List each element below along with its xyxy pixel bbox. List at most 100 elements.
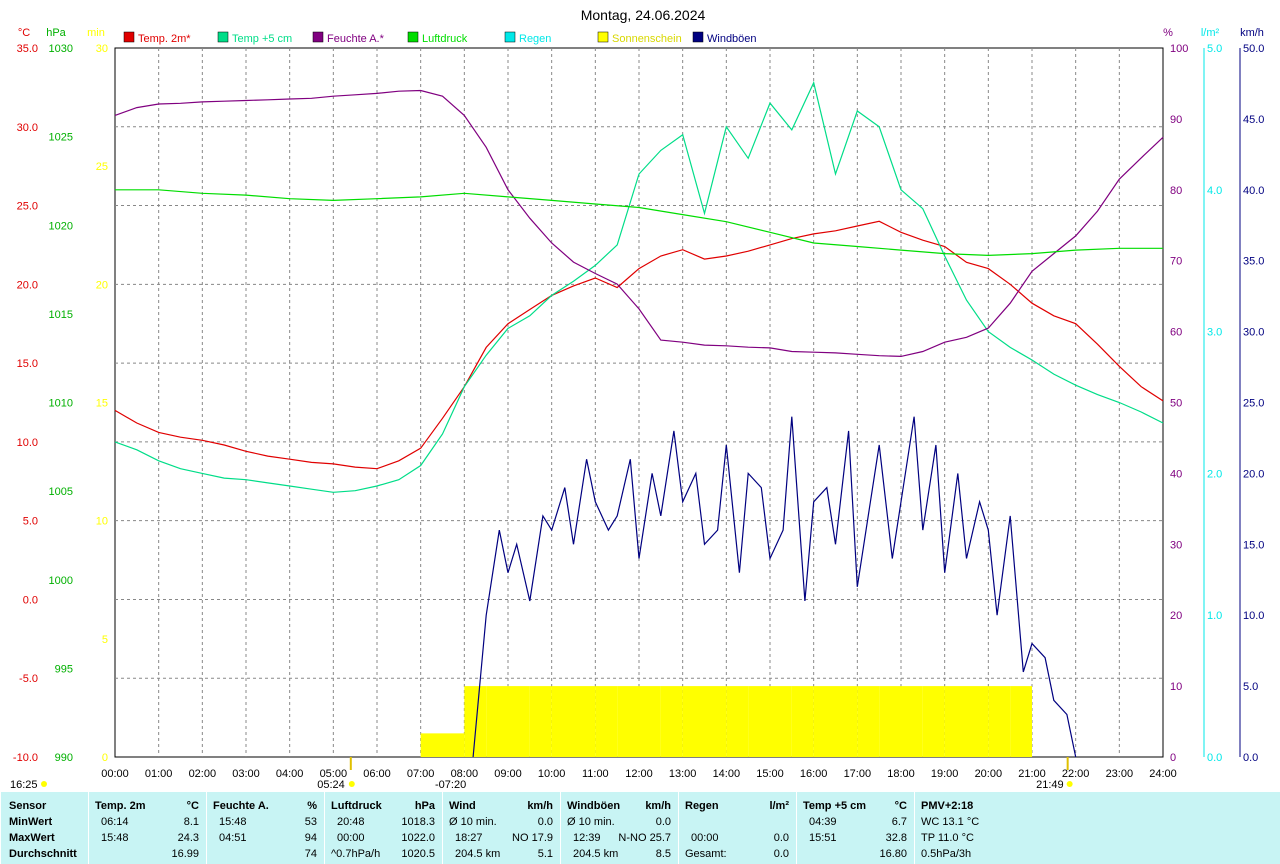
sunshine-bar (639, 686, 661, 757)
luftdruck-unit: hPa (414, 800, 435, 812)
legend-swatch (597, 31, 609, 43)
windboeen-r3-dist: 204.5 km (573, 848, 619, 860)
sunshine-bar (748, 686, 770, 757)
luftdruck-header: Luftdruck (331, 800, 382, 812)
wind-tick-label: 45.0 (1243, 114, 1264, 126)
temp-tick-label: 0.0 (23, 594, 38, 606)
pressure-tick-label: 995 (55, 663, 73, 675)
windboeen-r3-val: 8.5 (655, 848, 671, 860)
sunshine-tick-label: 0 (102, 752, 108, 764)
sunset-icon (1066, 781, 1073, 787)
summary-col-sensor: Sensor MinWert MaxWert Durchschnitt (0, 792, 89, 864)
temp-tick-label: -5.0 (19, 673, 38, 685)
series-line-feuchte-a- (114, 89, 1164, 358)
sunshine-bar (420, 733, 443, 757)
sunshine-bar (901, 686, 923, 757)
sunshine-bar (660, 686, 683, 757)
x-tick-label: 17:00 (844, 768, 872, 780)
temp5cm-avg: 16.80 (879, 848, 907, 860)
sunshine-bar (791, 686, 814, 757)
rain-tick-label: 1.0 (1207, 610, 1222, 622)
pressure-tick-label: 1010 (49, 398, 73, 410)
x-tick-label: 07:00 (407, 768, 435, 780)
chart-axes: 00:00 01:00 02:00 03:00 04:00 05:00 06:00 07:00… (10, 27, 1264, 791)
chart-legend: Temp. 2m* Temp +5 cm Feuchte A.* Luftdruck R… (123, 31, 757, 45)
sunshine-tick-label: 10 (96, 516, 108, 528)
pressure-tick-label: 1025 (49, 132, 73, 144)
sunshine-bar (813, 686, 836, 757)
x-tick-label: 04:00 (276, 768, 304, 780)
legend-item: Sonnenschein (612, 33, 682, 45)
feuchte-min-time: 15:48 (219, 816, 247, 828)
summary-col-temp5cm: Temp +5 cm °C 04:39 6.7 15:51 32.8 16.80 (796, 792, 915, 864)
sun-icon (41, 781, 47, 787)
temp2m-header: Temp. 2m (95, 800, 146, 812)
humidity-tick-label: 0 (1170, 752, 1176, 764)
rain-axis-unit: l/m² (1201, 27, 1220, 39)
series-lines (114, 80, 1164, 758)
temp2m-min-val: 8.1 (183, 816, 199, 828)
feuchte-avg: 74 (304, 848, 317, 860)
sunshine-bars (420, 686, 1032, 757)
x-tick-label: 18:00 (887, 768, 915, 780)
wind-tick-label: 5.0 (1243, 681, 1258, 693)
legend-item: Luftdruck (422, 33, 468, 45)
regen-r2-val: 0.0 (773, 832, 789, 844)
x-tick-label: 08:00 (451, 768, 479, 780)
wind-tick-label: 20.0 (1243, 468, 1264, 480)
series-line-windb-en (472, 416, 1077, 758)
regen-header: Regen (685, 800, 719, 812)
sunshine-bar (857, 686, 880, 757)
temp-tick-label: -10.0 (13, 752, 38, 764)
feuchte-header: Feuchte A. (213, 800, 269, 812)
legend-item: Regen (519, 33, 551, 45)
row-label-min: MinWert (9, 816, 53, 828)
humidity-axis-unit: % (1163, 27, 1173, 39)
pressure-tick-label: 1005 (49, 486, 73, 498)
sunrise-icon (348, 781, 355, 787)
rain-tick-label: 5.0 (1207, 43, 1222, 55)
pressure-tick-label: 1030 (49, 43, 73, 55)
humidity-tick-label: 50 (1170, 398, 1182, 410)
pmv-trend: 0.5hPa/3h (921, 848, 972, 860)
legend-item: Temp. 2m* (138, 33, 191, 45)
chart-title: Montag, 24.06.2024 (581, 7, 706, 23)
temp-tick-label: 5.0 (23, 516, 38, 528)
sunshine-bar (922, 686, 945, 757)
sunshine-bar (879, 686, 901, 757)
x-tick-label: 19:00 (931, 768, 959, 780)
sunrise-label: 05:24 (317, 779, 345, 791)
wind-tick-label: 40.0 (1243, 185, 1264, 197)
legend-swatch (692, 31, 704, 43)
pressure-tick-label: 1000 (49, 575, 73, 587)
summary-col-regen: Regen l/m² 00:00 0.0 Gesamt: 0.0 (678, 792, 797, 864)
chart-grid (114, 47, 1164, 758)
summary-col-feuchte: Feuchte A. % 15:48 53 04:51 94 74 (206, 792, 325, 864)
pressure-tick-label: 990 (55, 752, 73, 764)
legend-swatch (312, 31, 324, 43)
pressure-axis-unit: hPa (46, 27, 66, 39)
temp-tick-label: 30.0 (17, 122, 38, 134)
luftdruck-min-time: 20:48 (337, 816, 365, 828)
series-line-luftdruck (115, 189, 1163, 257)
feuchte-max-val: 94 (304, 832, 317, 844)
pmv-header: PMV+2:18 (921, 800, 974, 812)
sunshine-bar (595, 686, 618, 757)
rain-tick-label: 3.0 (1207, 327, 1222, 339)
humidity-tick-label: 100 (1170, 43, 1188, 55)
humidity-tick-label: 40 (1170, 468, 1182, 480)
wind-r1-val: 0.0 (537, 816, 553, 828)
temp5cm-unit: °C (894, 800, 907, 812)
temp5cm-min-val: 6.7 (891, 816, 907, 828)
wind-header: Wind (449, 800, 476, 812)
x-tick-label: 21:00 (1018, 768, 1046, 780)
sunshine-bar (573, 686, 596, 757)
sunshine-axis-unit: min (87, 27, 105, 39)
feuchte-max-time: 04:51 (219, 832, 247, 844)
humidity-tick-label: 60 (1170, 327, 1182, 339)
sensor-header: Sensor (9, 800, 47, 812)
x-tick-label: 15:00 (756, 768, 784, 780)
luftdruck-avg: 1020.5 (401, 848, 435, 860)
windboeen-r1-val: 0.0 (655, 816, 671, 828)
pmv-wc: WC 13.1 °C (921, 816, 980, 828)
